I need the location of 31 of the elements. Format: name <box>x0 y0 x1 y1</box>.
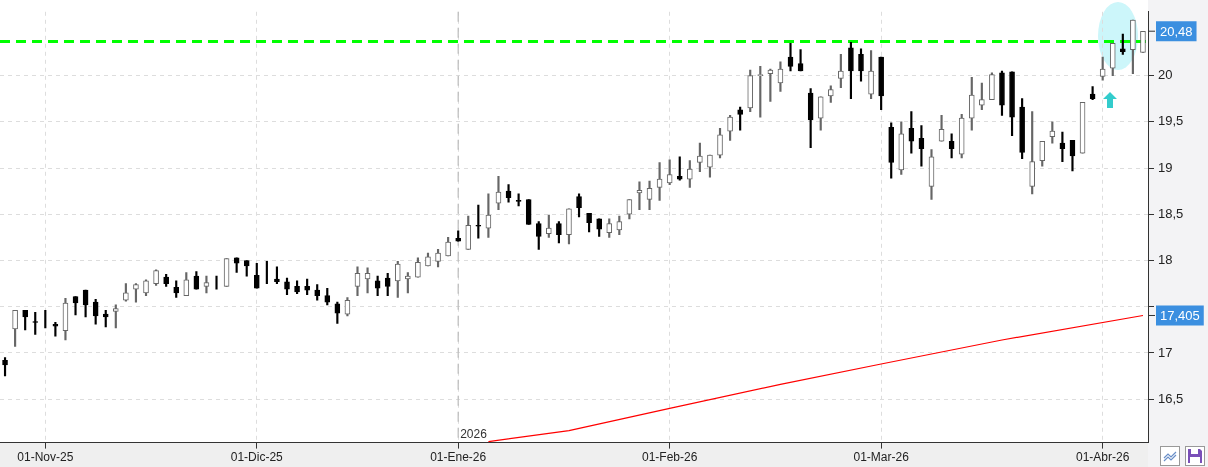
ref-line-label: 2026 <box>460 426 488 441</box>
candlestick <box>425 252 431 267</box>
y-tick-label: 19,5 <box>1158 113 1184 129</box>
candlestick <box>284 277 290 296</box>
text: 17,405 <box>1160 308 1200 324</box>
y-tick-label: 18,5 <box>1158 205 1184 221</box>
y-tick-label: 20 <box>1158 67 1173 83</box>
candlestick <box>143 279 149 296</box>
x-tick-label: 01-Dic-25 <box>230 450 284 465</box>
y-tick-label: 16,5 <box>1158 390 1184 406</box>
candlestick <box>2 357 8 377</box>
candlestick <box>576 193 582 218</box>
x-tick-label: 01-Ene-26 <box>430 450 487 465</box>
candlestick <box>999 70 1005 116</box>
y-tick-label: 19 <box>1158 159 1173 175</box>
candlestick <box>717 127 723 159</box>
x-tick-label: 01-Abr-26 <box>1076 450 1130 465</box>
text: 20,48 <box>1160 23 1193 39</box>
candlestick <box>133 283 139 303</box>
y-tick-label: 18 <box>1158 252 1173 268</box>
candlestick <box>566 208 572 245</box>
x-tick-label: 01-Nov-25 <box>17 450 74 465</box>
candlestick <box>1140 30 1146 53</box>
x-tick-label: 01-Mar-26 <box>853 450 910 465</box>
candlestick <box>858 48 864 82</box>
x-tick-label: 01-Feb-26 <box>641 450 698 465</box>
candlestick <box>435 249 441 268</box>
candlestick <box>1009 71 1015 137</box>
candlestick <box>203 275 210 294</box>
candlestick <box>707 154 713 178</box>
y-tick-label: 17 <box>1158 344 1173 360</box>
